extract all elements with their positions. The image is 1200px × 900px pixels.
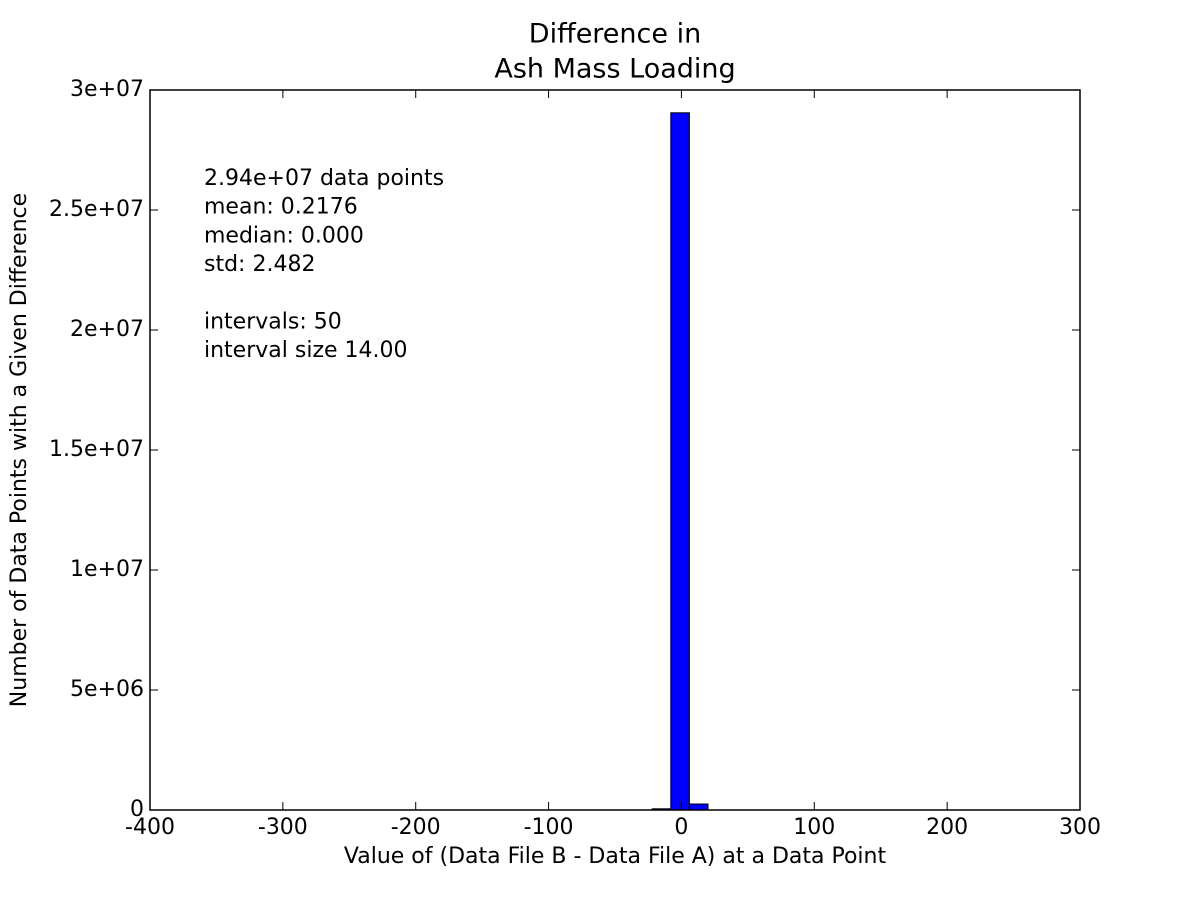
y-axis-label: Number of Data Points with a Given Diffe… xyxy=(7,193,32,707)
annotation: std: 2.482 xyxy=(204,252,315,277)
y-tick-label: 0 xyxy=(130,797,144,822)
y-tick-label: 3e+07 xyxy=(70,77,144,102)
x-tick-label: -100 xyxy=(524,815,574,840)
y-tick-label: 2.5e+07 xyxy=(49,197,144,222)
bar xyxy=(670,112,690,811)
annotation: mean: 0.2176 xyxy=(204,195,358,220)
x-tick-label: 100 xyxy=(793,815,835,840)
annotation: intervals: 50 xyxy=(204,310,342,335)
annotation: median: 0.000 xyxy=(204,223,364,248)
x-tick-label: 300 xyxy=(1059,815,1101,840)
chart-title: Difference in xyxy=(529,19,701,50)
x-tick-label: -400 xyxy=(125,815,175,840)
chart-title: Ash Mass Loading xyxy=(494,54,735,85)
x-tick-label: 0 xyxy=(674,815,688,840)
x-tick-label: -300 xyxy=(258,815,308,840)
annotation: interval size 14.00 xyxy=(204,338,408,363)
y-tick-label: 1.5e+07 xyxy=(49,437,144,462)
x-axis-label: Value of (Data File B - Data File A) at … xyxy=(344,844,887,869)
y-tick-label: 2e+07 xyxy=(70,317,144,342)
y-tick-label: 1e+07 xyxy=(70,557,144,582)
x-tick-label: -200 xyxy=(391,815,441,840)
y-tick-label: 5e+06 xyxy=(70,677,144,702)
annotation: 2.94e+07 data points xyxy=(204,166,444,191)
bar xyxy=(688,803,709,811)
x-tick-label: 200 xyxy=(926,815,968,840)
